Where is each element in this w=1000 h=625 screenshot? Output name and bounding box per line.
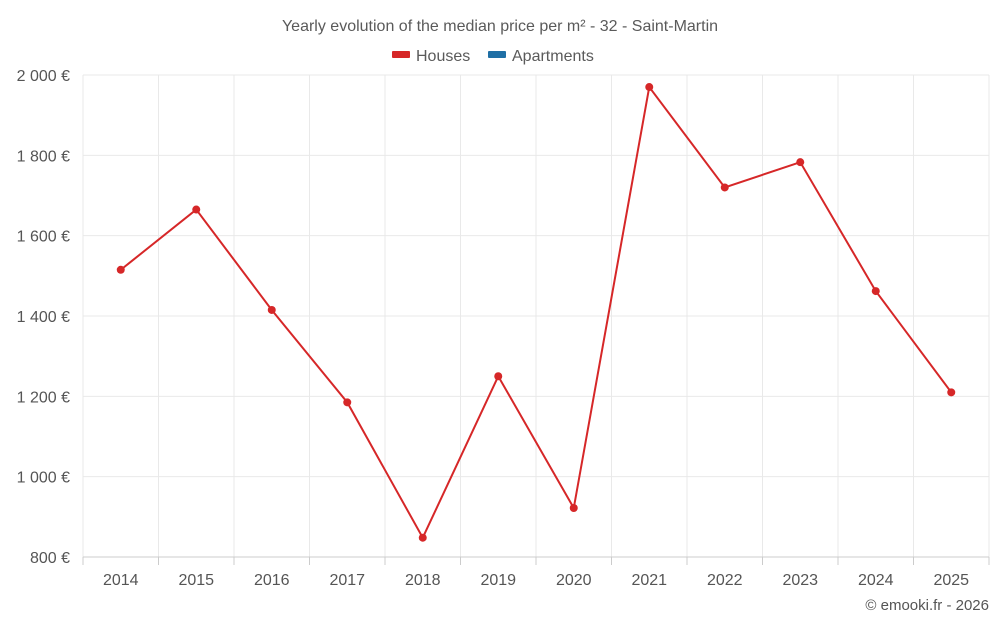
y-tick-label: 2 000 € [17,68,70,85]
x-tick-label: 2020 [556,572,592,589]
x-tick-label: 2019 [480,572,516,589]
x-tick-label: 2022 [707,572,743,589]
legend: Houses Apartments [392,48,594,65]
legend-item-apartments[interactable]: Apartments [488,48,594,65]
legend-label-apartments: Apartments [512,48,594,65]
x-tick-label: 2025 [933,572,969,589]
y-tick-label: 1 200 € [17,389,70,406]
y-axis-ticks: 800 € 1 000 € 1 200 € 1 400 € 1 600 € 1 800 €… [17,68,70,567]
data-point-houses-2024[interactable] [871,287,880,296]
y-tick-label: 1 800 € [17,148,70,165]
x-tick-label: 2023 [782,572,818,589]
data-point-houses-2015[interactable] [192,205,201,214]
legend-label-houses: Houses [416,48,470,65]
x-tick-label: 2015 [178,572,214,589]
data-point-houses-2020[interactable] [569,503,578,512]
series-line-houses [120,84,953,540]
y-tick-label: 1 000 € [17,470,70,487]
x-tick-label: 2014 [103,572,139,589]
data-point-houses-2017[interactable] [343,398,352,407]
chart-title: Yearly evolution of the median price per… [282,18,718,35]
data-point-houses-2014[interactable] [116,265,125,274]
data-point-houses-2018[interactable] [418,533,427,542]
data-point-houses-2019[interactable] [494,372,503,381]
x-tick-label: 2017 [329,572,365,589]
y-tick-label: 1 600 € [17,229,70,246]
x-axis-ticks: 2014 2015 2016 2017 2018 2019 2020 2021 2022 2023… [82,557,990,589]
footer-credit: © emooki.fr - 2026 [865,597,989,614]
series-group [116,83,956,542]
data-point-houses-2023[interactable] [796,158,805,167]
legend-swatch-houses [392,51,410,58]
x-tick-label: 2016 [254,572,290,589]
data-point-houses-2022[interactable] [720,183,729,192]
x-tick-label: 2018 [405,572,441,589]
y-tick-label: 800 € [30,550,70,567]
y-tick-label: 1 400 € [17,309,70,326]
data-point-houses-2025[interactable] [947,388,956,397]
legend-item-houses[interactable]: Houses [392,48,470,65]
legend-swatch-apartments [488,51,506,58]
x-tick-label: 2024 [858,572,894,589]
data-point-houses-2016[interactable] [267,305,276,314]
data-point-houses-2021[interactable] [645,83,654,92]
x-tick-label: 2021 [631,572,667,589]
